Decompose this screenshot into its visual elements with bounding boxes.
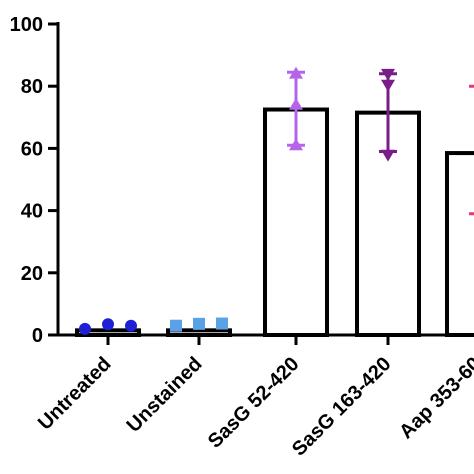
data-point-circle <box>125 319 137 332</box>
bar <box>166 328 232 337</box>
x-tick-label: Untreated <box>34 353 116 435</box>
data-point-circle <box>102 318 114 331</box>
y-tick-label: 60 <box>21 138 43 160</box>
y-tick-label: 80 <box>21 76 43 98</box>
bars <box>75 107 474 338</box>
data-point-square <box>216 317 228 330</box>
y-tick-label: 40 <box>21 201 43 223</box>
data-point-square <box>193 317 205 330</box>
x-tick-label: Unstained <box>123 353 207 437</box>
y-tick-labels: 0 20 40 60 80 100 <box>10 14 43 347</box>
x-tick-label: Aap 353-60 <box>395 353 474 443</box>
bar <box>75 328 141 337</box>
x-tick-label: SasG 52-420 <box>204 353 304 453</box>
error-bars <box>287 70 474 216</box>
data-point-circle <box>79 322 91 335</box>
y-tick-label: 100 <box>10 14 43 36</box>
x-tick-label: SasG 163-420 <box>288 353 396 461</box>
data-points <box>79 66 395 335</box>
bar <box>445 151 474 337</box>
y-tick-label: 0 <box>32 325 43 347</box>
data-point-square <box>170 319 182 332</box>
y-tick-label: 20 <box>21 263 43 285</box>
